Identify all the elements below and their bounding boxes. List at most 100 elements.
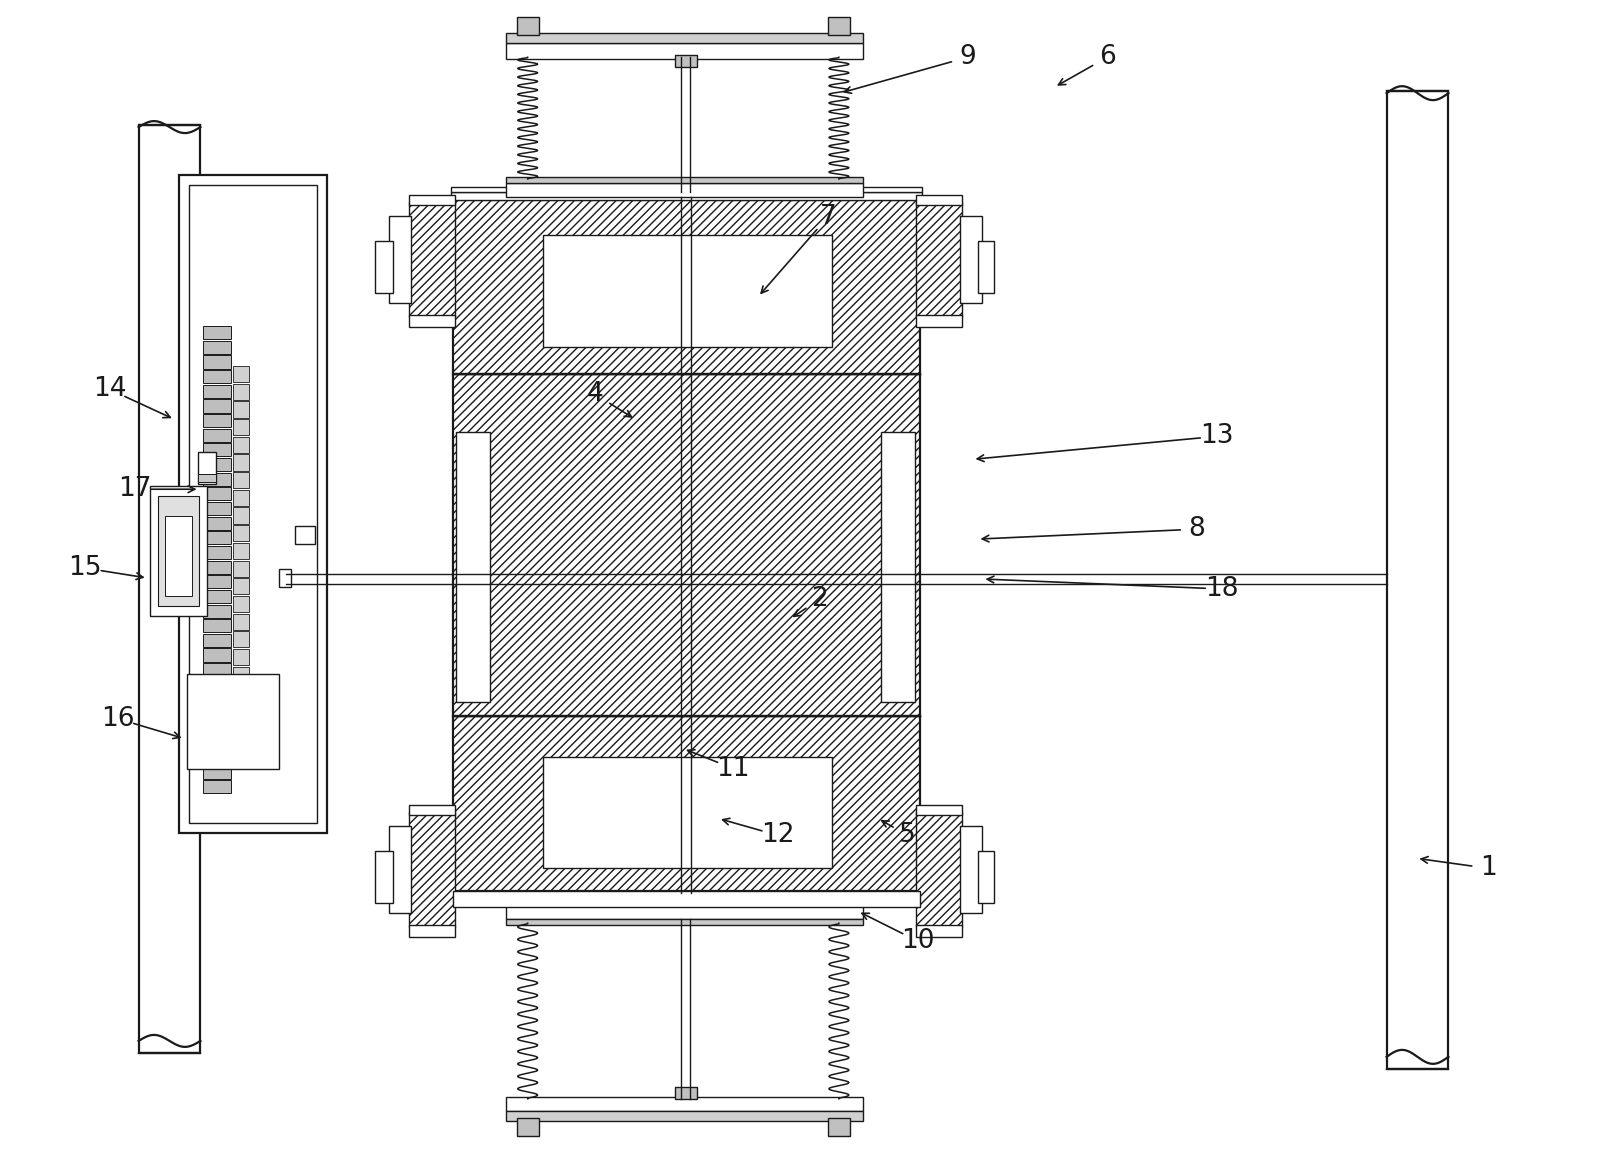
Bar [204, 370, 231, 383]
Bar [204, 619, 231, 632]
Bar [233, 525, 249, 541]
Bar [279, 569, 291, 587]
Bar [204, 355, 231, 369]
Bar [204, 722, 231, 734]
Bar [204, 604, 231, 618]
Bar [233, 650, 249, 665]
Bar [409, 194, 454, 205]
Bar [233, 542, 249, 559]
Bar [233, 719, 249, 736]
Text: 15: 15 [67, 555, 101, 581]
Bar [204, 531, 231, 545]
Bar [204, 693, 231, 705]
Bar [233, 667, 249, 683]
Bar [456, 432, 490, 702]
Bar [960, 826, 982, 914]
Bar [376, 851, 393, 903]
Text: 6: 6 [1099, 44, 1115, 70]
Bar [204, 341, 231, 354]
Bar [204, 737, 231, 750]
Bar [977, 851, 993, 903]
Bar [517, 1117, 539, 1136]
Bar [233, 384, 249, 400]
Bar [517, 17, 539, 35]
Bar [204, 385, 231, 398]
Bar [204, 561, 231, 574]
Bar [233, 419, 249, 435]
Bar [138, 125, 201, 1053]
Bar [506, 43, 863, 59]
Bar [233, 490, 249, 506]
Text: 9: 9 [960, 44, 976, 70]
Bar [204, 634, 231, 647]
Bar [204, 546, 231, 559]
Bar [233, 702, 249, 718]
Bar [453, 892, 920, 907]
Text: 5: 5 [899, 823, 916, 849]
Bar [506, 183, 863, 197]
Text: 17: 17 [117, 476, 151, 502]
Bar [916, 201, 961, 317]
Bar [199, 453, 217, 484]
Bar [916, 925, 961, 937]
Bar [451, 192, 921, 200]
Bar [376, 241, 393, 292]
Bar [233, 596, 249, 612]
Bar [157, 496, 199, 606]
Bar [1387, 91, 1448, 1069]
Bar [977, 241, 993, 292]
Text: 7: 7 [820, 204, 836, 229]
Bar [233, 365, 249, 382]
Bar [204, 443, 231, 456]
Bar [204, 502, 231, 516]
Bar [233, 454, 249, 470]
Bar [916, 812, 961, 928]
Bar [916, 805, 961, 816]
Bar [233, 402, 249, 418]
Bar [204, 663, 231, 676]
Bar [165, 516, 193, 596]
Bar [204, 648, 231, 661]
Bar [409, 805, 454, 816]
Bar [453, 375, 920, 716]
Bar [542, 757, 831, 868]
Bar [188, 674, 279, 768]
Bar [881, 432, 915, 702]
Bar [204, 457, 231, 471]
Bar [233, 684, 249, 701]
Bar [409, 812, 454, 928]
Bar [676, 1087, 697, 1099]
Text: 16: 16 [101, 705, 135, 732]
Bar [916, 194, 961, 205]
Bar [204, 677, 231, 691]
Bar [180, 175, 327, 833]
Bar [149, 487, 207, 616]
Bar [204, 488, 231, 501]
Bar [204, 707, 231, 721]
Bar [506, 1096, 863, 1110]
Bar [204, 575, 231, 588]
Bar [204, 428, 231, 442]
Bar [233, 473, 249, 489]
Bar [204, 414, 231, 427]
Bar [199, 474, 217, 482]
Bar [453, 200, 920, 375]
Bar [506, 177, 863, 183]
Text: 1: 1 [1480, 856, 1497, 881]
Bar [295, 526, 315, 544]
Bar [204, 590, 231, 603]
Bar [506, 34, 863, 43]
Bar [388, 215, 411, 303]
Text: 4: 4 [587, 382, 603, 407]
Bar [828, 1117, 851, 1136]
Bar [409, 201, 454, 317]
Text: 8: 8 [1189, 516, 1205, 542]
Bar [233, 738, 249, 753]
Text: 12: 12 [761, 823, 794, 849]
Text: 11: 11 [716, 755, 750, 781]
Bar [453, 716, 920, 892]
Bar [189, 185, 318, 823]
Bar [506, 920, 863, 925]
Bar [233, 436, 249, 453]
Bar [676, 55, 697, 68]
